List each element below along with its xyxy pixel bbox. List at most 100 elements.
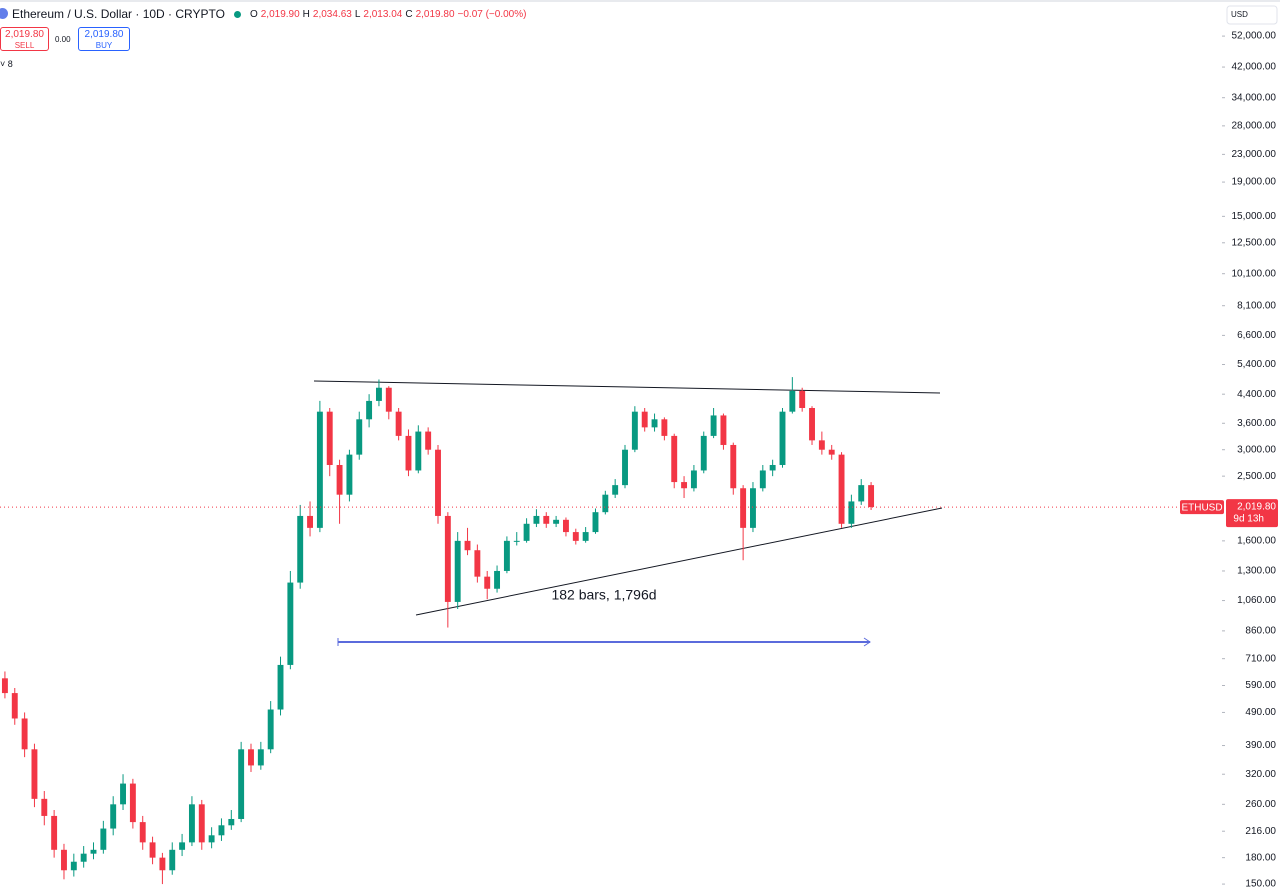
candle-body [159, 857, 166, 871]
y-tick-label: 1,060.00 [1237, 595, 1276, 606]
candle-body [218, 825, 225, 836]
candle-body [779, 411, 786, 465]
sell-label: SELL [14, 41, 35, 50]
y-tick-label: 390.00 [1245, 740, 1276, 751]
candle-body [70, 861, 77, 871]
y-tick-label: 490.00 [1245, 707, 1276, 718]
y-tick-label: 6,600.00 [1237, 330, 1276, 341]
candle-body [1, 678, 8, 694]
candle-body [818, 440, 825, 450]
candle-body [129, 783, 136, 823]
candle-body [474, 550, 481, 577]
buy-price: 2,019.80 [84, 29, 124, 40]
symbol-tag [1180, 500, 1224, 515]
measure-label: 182 bars, 1,796d [551, 587, 656, 603]
spread: 0.00 [55, 35, 71, 44]
candle-body [730, 444, 737, 489]
candle-body [681, 482, 688, 489]
y-tick-label: 12,500.00 [1232, 237, 1277, 248]
candle-body [503, 540, 510, 571]
candle-body [789, 390, 796, 412]
candle-body [641, 411, 648, 428]
candle-body [120, 783, 126, 805]
price-tag [1226, 499, 1278, 528]
candle-body [543, 515, 550, 524]
buy-label: BUY [95, 41, 113, 50]
candle-body [316, 411, 323, 528]
candle-body [139, 822, 146, 843]
candle-body [228, 818, 235, 826]
y-tick-label: 860.00 [1245, 626, 1276, 637]
candle-body [287, 582, 294, 665]
candle-body [563, 519, 569, 533]
ohlc-l: 2,013.04 [363, 8, 403, 20]
candle-body [868, 485, 875, 508]
y-tick-label: 590.00 [1245, 680, 1276, 691]
candle-body [238, 749, 245, 819]
candle-body [51, 815, 58, 850]
currency-button[interactable] [1226, 5, 1278, 25]
y-tick-label: 5,400.00 [1237, 359, 1276, 370]
candle-body [257, 749, 264, 766]
candle-body [612, 485, 619, 495]
sell-button[interactable]: 2,019.80 SELL [0, 27, 49, 51]
candle-body [553, 519, 560, 524]
buy-button[interactable]: 2,019.80 BUY [78, 27, 130, 51]
candle-body [277, 664, 284, 710]
candle-body [336, 464, 343, 495]
candle-body [307, 515, 313, 528]
candle-body [464, 540, 471, 551]
candle-body [80, 853, 87, 862]
candle-body [799, 390, 806, 409]
candle-body [435, 449, 441, 516]
market-status [233, 10, 241, 18]
candle-body [425, 431, 432, 450]
candle-body [848, 501, 855, 524]
y-tick-label: 28,000.00 [1232, 120, 1277, 131]
candle-body [602, 494, 609, 513]
y-tick-label: 216.00 [1245, 826, 1276, 837]
candle-body [169, 849, 176, 871]
eth-icon [0, 8, 8, 19]
candle-body [366, 400, 373, 420]
ohlc-h: 2,034.63 [312, 8, 352, 20]
candle-body [651, 419, 658, 428]
candle-body [375, 387, 382, 401]
candle-body [297, 515, 304, 583]
candle-body [690, 470, 697, 489]
candle-body [592, 512, 599, 533]
candle-body [405, 435, 412, 471]
candle-body [100, 828, 107, 850]
candle-body [61, 849, 67, 871]
symbol-title: Ethereum / U.S. Dollar · 10D · CRYPTO [12, 7, 225, 21]
ohlc-c: 2,019.80 [415, 8, 455, 20]
y-tick-label: 150.00 [1245, 879, 1276, 888]
y-tick-label: 320.00 [1245, 769, 1276, 780]
y-tick-label: 2,500.00 [1237, 471, 1276, 482]
y-tick-label: 1,600.00 [1237, 536, 1276, 547]
y-tick-label: 10,100.00 [1232, 268, 1277, 279]
indicators-toggle[interactable]: ˅ 8 [0, 59, 13, 69]
candle-body [356, 419, 363, 455]
y-tick-label: 180.00 [1245, 852, 1276, 863]
price-tag-label: 2,019.80 [1237, 502, 1276, 513]
y-tick-label: 710.00 [1245, 653, 1276, 664]
currency-label: USD [1231, 10, 1248, 19]
candle-body [838, 454, 845, 524]
candle-body [759, 470, 766, 489]
y-tick-label: 8,100.00 [1237, 300, 1276, 311]
candle-body [395, 411, 402, 436]
ohlc-l-label: L [354, 8, 361, 20]
trendline-lower [415, 507, 943, 616]
candle-body [248, 749, 254, 766]
candle-body [41, 798, 48, 816]
candle-body [179, 842, 186, 850]
candle-body [444, 515, 451, 602]
ohlc-o: 2,019.90 [260, 8, 300, 20]
candle-body [198, 804, 205, 843]
candle-body [523, 523, 530, 541]
sell-price: 2,019.80 [5, 29, 44, 40]
